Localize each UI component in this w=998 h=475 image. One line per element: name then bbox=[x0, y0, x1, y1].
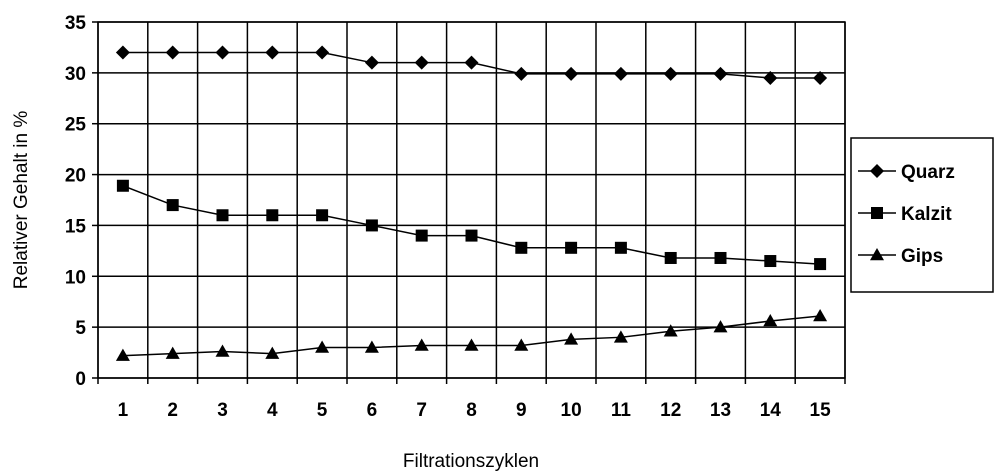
data-point bbox=[315, 340, 330, 353]
data-point bbox=[265, 346, 280, 359]
data-point bbox=[565, 241, 578, 254]
legend: Quarz Kalzit Gips bbox=[850, 137, 994, 293]
data-point bbox=[414, 55, 429, 70]
data-point bbox=[266, 209, 279, 222]
legend-marker bbox=[870, 248, 884, 261]
series-gips bbox=[115, 308, 828, 361]
data-point bbox=[316, 209, 329, 222]
x-axis-title: Filtrationszyklen bbox=[403, 451, 539, 472]
data-point bbox=[713, 66, 728, 81]
x-tick-label: 11 bbox=[611, 400, 632, 421]
data-point bbox=[464, 55, 479, 70]
legend-label: Quarz bbox=[901, 162, 955, 183]
x-tick-label: 9 bbox=[516, 400, 527, 421]
data-point bbox=[464, 338, 479, 351]
data-point bbox=[613, 66, 628, 81]
plot-border bbox=[97, 21, 846, 379]
y-axis-title: Relativer Gehalt in % bbox=[11, 111, 32, 290]
data-point bbox=[364, 55, 379, 70]
x-tick-label: 13 bbox=[710, 400, 731, 421]
y-tick-label: 0 bbox=[75, 369, 86, 390]
y-tick-label: 5 bbox=[75, 318, 86, 339]
x-tick-label: 10 bbox=[561, 400, 582, 421]
data-point bbox=[714, 251, 727, 264]
data-point bbox=[514, 66, 529, 81]
x-tick-label: 12 bbox=[660, 400, 681, 421]
data-point bbox=[115, 45, 130, 60]
data-point bbox=[165, 45, 180, 60]
data-point bbox=[564, 332, 579, 345]
y-tick-label: 35 bbox=[65, 13, 87, 34]
legend-marker bbox=[871, 207, 883, 219]
legend-label: Gips bbox=[901, 246, 943, 267]
legend-item-gips: Gips bbox=[858, 246, 943, 267]
data-point bbox=[165, 346, 180, 359]
x-tick-label: 7 bbox=[416, 400, 427, 421]
data-point bbox=[115, 348, 130, 361]
data-point bbox=[414, 338, 429, 351]
data-point bbox=[564, 66, 579, 81]
x-tick-label: 2 bbox=[167, 400, 178, 421]
data-point bbox=[713, 320, 728, 333]
legend-label: Kalzit bbox=[901, 204, 952, 225]
y-axis: 0 5 10 15 20 25 30 35 bbox=[65, 13, 98, 390]
series-quarz bbox=[115, 45, 828, 85]
y-tick-label: 30 bbox=[65, 64, 86, 85]
data-point bbox=[515, 241, 528, 254]
data-point bbox=[663, 66, 678, 81]
data-point bbox=[465, 229, 478, 242]
data-point bbox=[166, 199, 179, 212]
y-tick-label: 10 bbox=[65, 267, 86, 288]
data-point bbox=[813, 70, 828, 85]
x-tick-label: 4 bbox=[267, 400, 278, 421]
data-point bbox=[813, 308, 828, 322]
x-tick-label: 8 bbox=[466, 400, 477, 421]
x-axis: 1 2 3 4 5 6 7 8 9 10 11 12 13 14 15 bbox=[97, 378, 846, 421]
legend-item-kalzit: Kalzit bbox=[858, 204, 952, 225]
series-layer bbox=[115, 45, 828, 361]
data-point bbox=[216, 209, 229, 222]
data-point bbox=[265, 45, 280, 60]
x-tick-label: 6 bbox=[367, 400, 378, 421]
legend-item-quarz: Quarz bbox=[858, 162, 955, 183]
x-tick-label: 1 bbox=[118, 400, 129, 421]
data-point bbox=[614, 241, 627, 254]
legend-marker bbox=[870, 164, 884, 178]
x-tick-label: 14 bbox=[760, 400, 782, 421]
data-point bbox=[763, 314, 778, 327]
x-tick-label: 15 bbox=[810, 400, 832, 421]
data-point bbox=[763, 70, 778, 85]
series-kalzit bbox=[116, 179, 827, 271]
data-point bbox=[215, 344, 230, 357]
x-tick-label: 3 bbox=[217, 400, 228, 421]
data-point bbox=[315, 45, 330, 60]
y-tick-label: 20 bbox=[65, 166, 86, 187]
plot-background bbox=[98, 22, 845, 378]
data-point bbox=[116, 179, 129, 192]
data-point bbox=[663, 324, 678, 337]
data-point bbox=[364, 340, 379, 353]
data-point bbox=[814, 258, 827, 271]
plot-area bbox=[97, 21, 846, 379]
data-point bbox=[514, 338, 529, 351]
y-tick-label: 25 bbox=[65, 115, 87, 136]
data-point bbox=[215, 45, 230, 60]
data-point bbox=[613, 330, 628, 343]
y-tick-label: 15 bbox=[65, 216, 87, 237]
data-point bbox=[664, 251, 677, 264]
data-point bbox=[365, 219, 378, 232]
data-point bbox=[415, 229, 428, 242]
data-point bbox=[764, 255, 777, 268]
x-tick-label: 5 bbox=[317, 400, 328, 421]
